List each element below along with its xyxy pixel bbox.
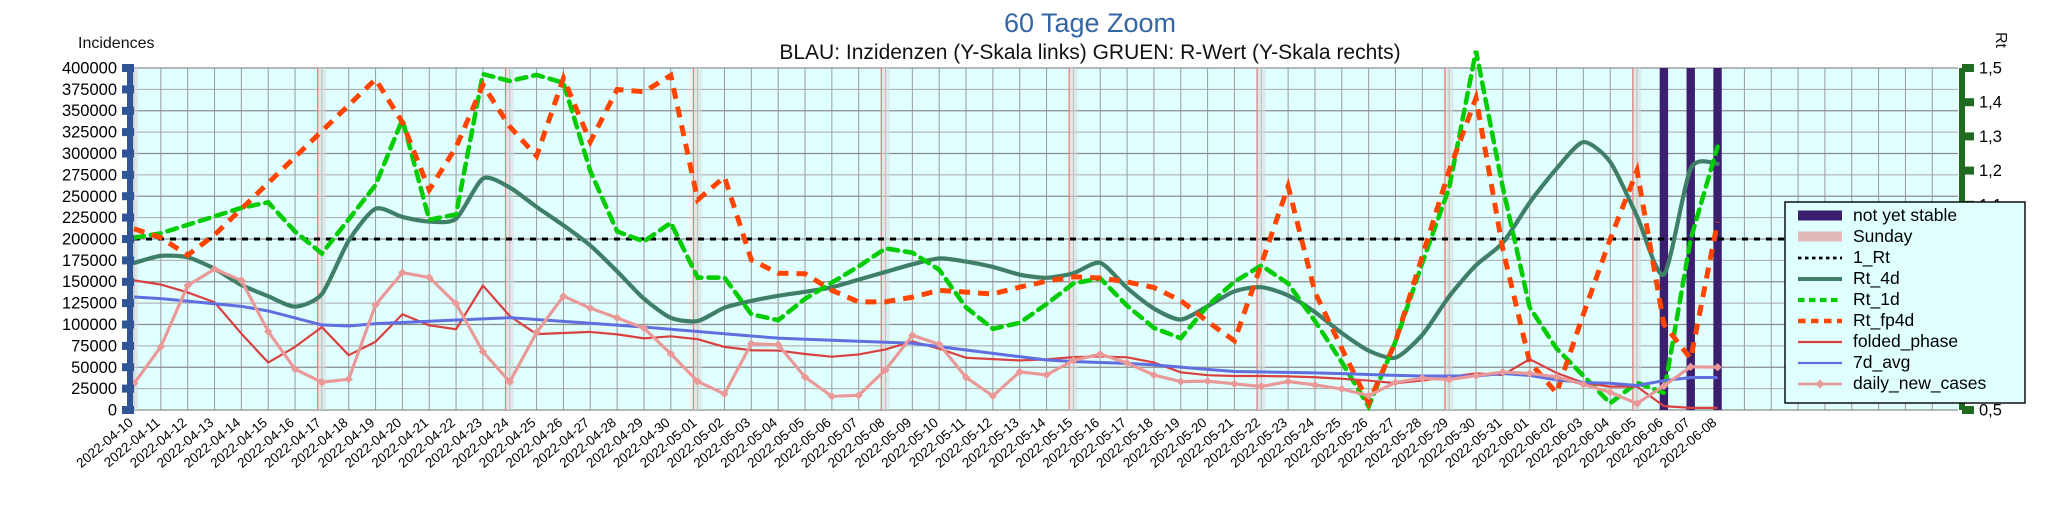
svg-text:folded_phase: folded_phase — [1853, 331, 1958, 352]
svg-text:225000: 225000 — [62, 209, 117, 227]
svg-text:350000: 350000 — [62, 102, 117, 120]
svg-text:7d_avg: 7d_avg — [1853, 352, 1910, 373]
svg-text:daily_new_cases: daily_new_cases — [1853, 373, 1987, 394]
svg-text:not yet stable: not yet stable — [1853, 205, 1957, 225]
svg-text:Rt: Rt — [1992, 32, 2009, 49]
svg-text:1,4: 1,4 — [1979, 94, 2002, 112]
svg-text:Rt_1d: Rt_1d — [1853, 289, 1900, 310]
svg-text:1,3: 1,3 — [1979, 128, 2002, 146]
svg-text:Incidences: Incidences — [78, 35, 155, 52]
svg-text:Sunday: Sunday — [1853, 226, 1913, 246]
svg-text:150000: 150000 — [62, 273, 117, 291]
svg-text:BLAU: Inzidenzen (Y-Skala link: BLAU: Inzidenzen (Y-Skala links) GRUEN: … — [779, 41, 1400, 64]
svg-text:125000: 125000 — [62, 295, 117, 313]
svg-text:60 Tage Zoom: 60 Tage Zoom — [1004, 8, 1176, 38]
svg-text:175000: 175000 — [62, 252, 117, 270]
svg-text:1,5: 1,5 — [1979, 60, 2002, 78]
svg-text:1,2: 1,2 — [1979, 162, 2002, 180]
svg-text:325000: 325000 — [62, 124, 117, 142]
svg-text:300000: 300000 — [62, 145, 117, 163]
svg-text:Rt_4d: Rt_4d — [1853, 268, 1900, 289]
svg-text:400000: 400000 — [62, 60, 117, 78]
svg-text:75000: 75000 — [71, 337, 117, 355]
svg-text:250000: 250000 — [62, 188, 117, 206]
svg-text:0: 0 — [108, 402, 117, 420]
svg-text:375000: 375000 — [62, 81, 117, 99]
svg-text:1_Rt: 1_Rt — [1853, 247, 1890, 268]
svg-text:200000: 200000 — [62, 231, 117, 249]
svg-text:275000: 275000 — [62, 166, 117, 184]
svg-text:50000: 50000 — [71, 359, 117, 377]
svg-text:0,5: 0,5 — [1979, 402, 2002, 420]
svg-text:25000: 25000 — [71, 380, 117, 398]
svg-text:Rt_fp4d: Rt_fp4d — [1853, 310, 1914, 331]
svg-text:100000: 100000 — [62, 316, 117, 334]
